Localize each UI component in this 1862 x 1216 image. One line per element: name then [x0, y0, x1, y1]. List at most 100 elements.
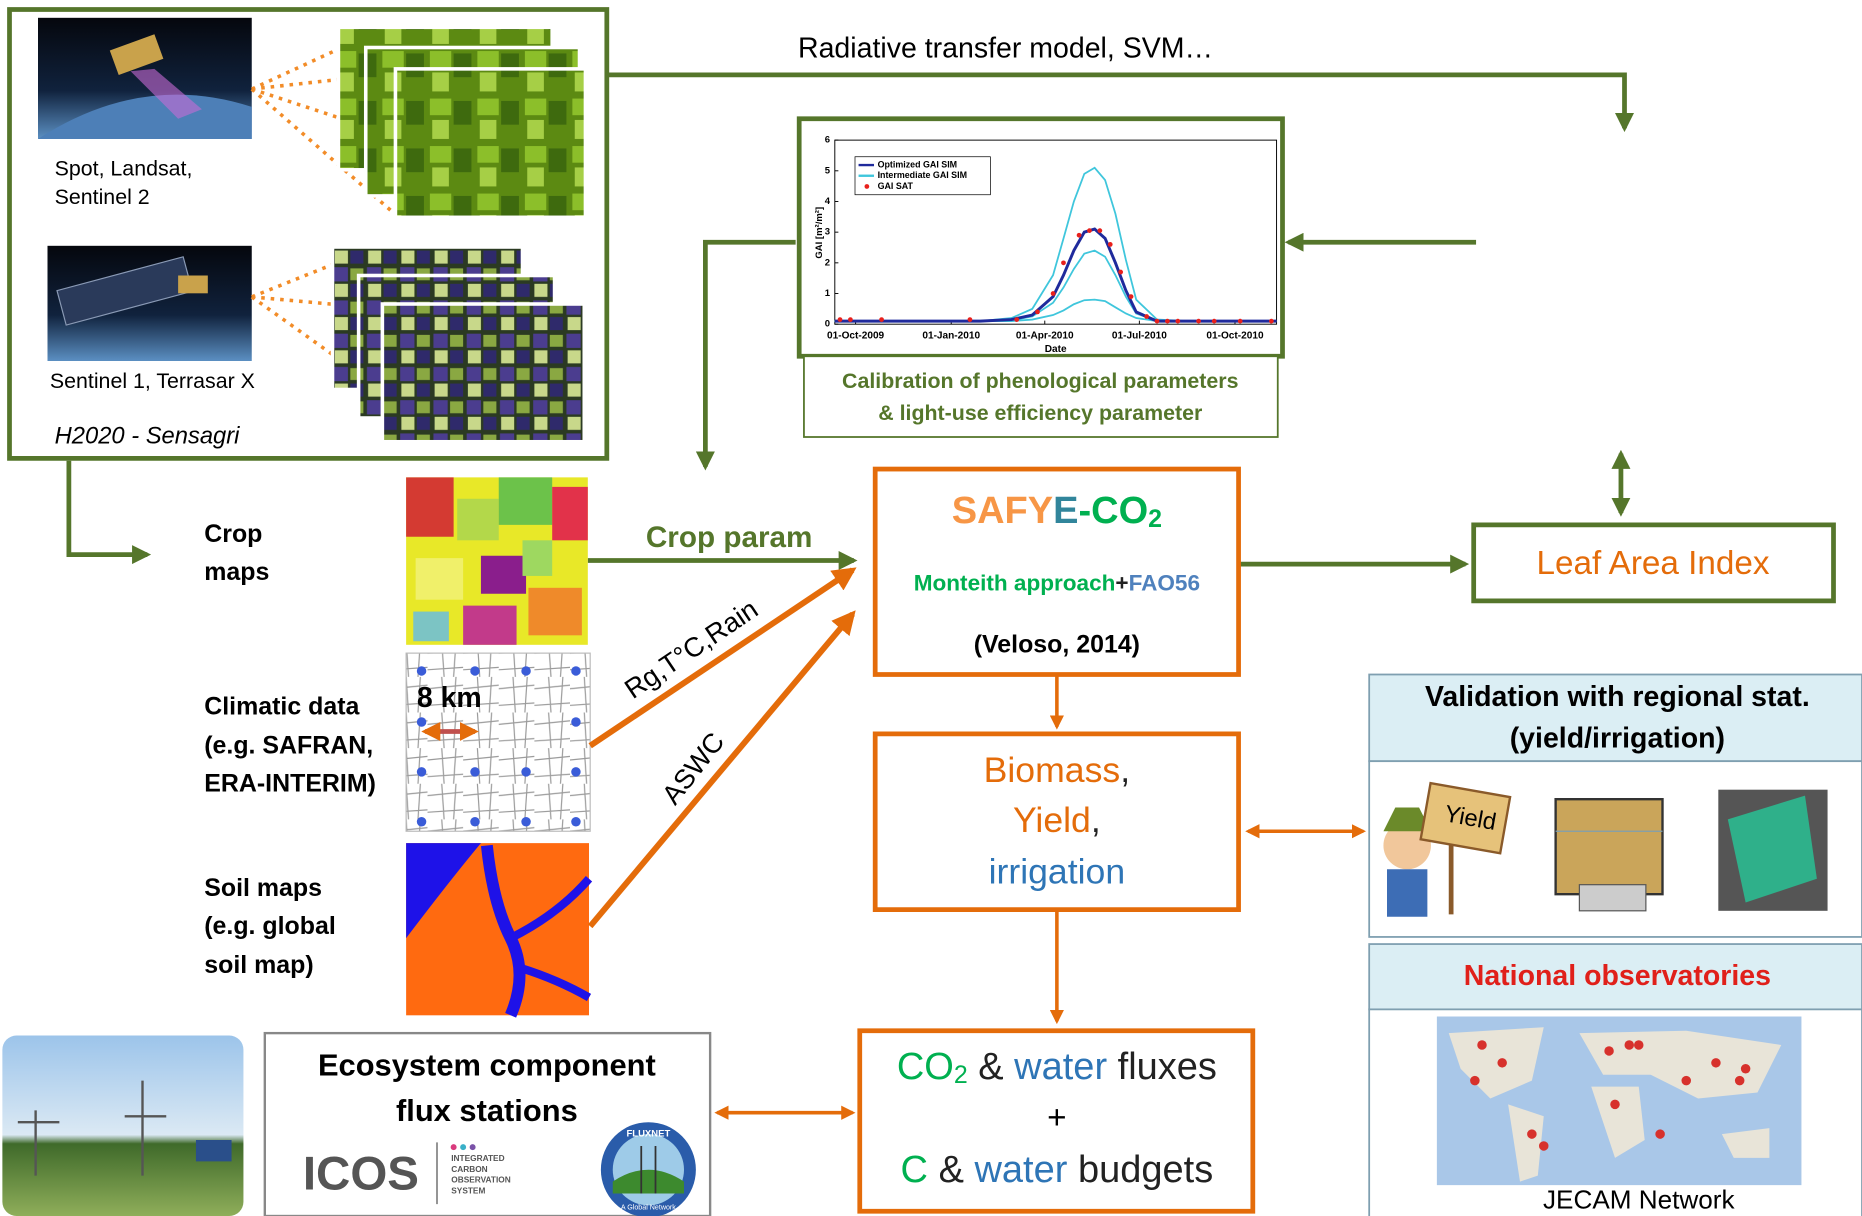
sat-point [1128, 294, 1134, 299]
input-label: (e.g. global [204, 912, 336, 940]
climate-grid-image-part-part [470, 767, 480, 777]
network-label: JECAM Network [1543, 1185, 1735, 1215]
soil-map-image [406, 843, 593, 1018]
icos-subtitle: OBSERVATION [451, 1175, 510, 1185]
soil-map-image-part [508, 876, 593, 1002]
approach-part: + [1115, 570, 1128, 595]
validation-images-part [1727, 795, 1817, 903]
world-map-part-part [1610, 1099, 1620, 1110]
climate-grid-image-part-part [571, 717, 581, 727]
connector-part [588, 567, 857, 749]
model-name: SAFYE-CO2 [952, 490, 1162, 533]
y-tick-label: 5 [825, 165, 831, 176]
output-part: , [1120, 750, 1130, 790]
world-map-part-part [1477, 1040, 1487, 1050]
optimized-curve [834, 227, 1277, 323]
crop-map-image-part [552, 486, 588, 541]
x-axis-label: Date [1045, 344, 1067, 355]
validation-title: (yield/irrigation) [1510, 722, 1725, 754]
sat-point [1268, 318, 1274, 324]
connector [66, 72, 1634, 574]
fluxnet-logo-part [612, 1169, 684, 1194]
climate-grid-image-part-part [521, 767, 531, 777]
field-photo-part [195, 1140, 232, 1162]
flux-part: fluxes [1118, 1046, 1217, 1088]
legend-swatch [864, 184, 870, 189]
legend-label: GAI SAT [878, 181, 914, 191]
fluxes-line: C & water budgets [901, 1149, 1214, 1191]
flux-stations-title: Ecosystem component [318, 1048, 656, 1083]
output-label: irrigation [989, 851, 1126, 891]
icos-logo-mark-part [460, 1144, 467, 1151]
validation-images-part [1383, 821, 1431, 870]
crop-map-image-part [415, 558, 464, 600]
world-map-part-part [1681, 1075, 1691, 1086]
world-map-part-part [1740, 1064, 1751, 1074]
sat-point [1165, 318, 1170, 324]
sat-point [1087, 228, 1092, 233]
input-label: soil map) [204, 951, 313, 979]
input-label: Soil maps [204, 874, 322, 902]
arrow-label: ASWC [655, 726, 730, 810]
climate-grid-image-part-part [416, 717, 427, 727]
output-part: Yield [1013, 800, 1091, 840]
flux-part: water [1013, 1046, 1107, 1088]
caption: & light-use efficiency parameter [878, 401, 1202, 425]
flux-part: C [901, 1149, 928, 1191]
model-name-part: 2 [1148, 505, 1162, 533]
crop-map-image-part [528, 587, 582, 636]
satellite-panel-part [380, 302, 587, 444]
satellite-panel [7, 7, 610, 461]
x-tick-label: 01-Jan-2010 [922, 331, 980, 342]
validation-images-part [1554, 798, 1664, 896]
input-label: ERA-INTERIM) [204, 770, 376, 798]
x-tick-label: 01-Oct-2009 [827, 331, 885, 342]
y-axis-label: GAI [m²/m²] [814, 207, 825, 259]
crop-map-image-part [480, 555, 527, 594]
arrow-label: Crop param [646, 521, 813, 554]
sat-point [1097, 228, 1103, 233]
input-label: Climatic data [204, 692, 360, 720]
fluxnet-logo [600, 1122, 696, 1216]
model-box [872, 466, 1241, 677]
x-tick-label: 01-Apr-2010 [1016, 331, 1074, 342]
legend-label: Optimized GAI SIM [878, 159, 958, 169]
climate-grid-image-part-part [521, 666, 531, 676]
y-tick-label: 0 [825, 319, 830, 330]
sat-point [1035, 309, 1040, 315]
scale-label: 8 km [417, 682, 482, 714]
y-tick-label: 6 [825, 135, 830, 146]
y-tick-label: 1 [825, 288, 831, 299]
world-map-part-part [1655, 1129, 1665, 1139]
flux-part: water [973, 1149, 1067, 1191]
sat-point [848, 317, 853, 322]
validation-header [1368, 673, 1862, 763]
input-label: (e.g. SAFRAN, [204, 732, 373, 760]
climate-grid-image-part-part [521, 817, 531, 827]
crop-map-image-part [413, 611, 449, 642]
climate-grid-image-part-part [416, 666, 427, 676]
world-map-part-part [1497, 1058, 1507, 1068]
climate-grid-image-part-part [416, 767, 427, 777]
lai-box [1471, 522, 1836, 604]
fluxes-plus: + [1047, 1100, 1066, 1137]
project-label: H2020 - Sensagri [55, 422, 241, 449]
satellite-panel-part [393, 67, 588, 220]
sat-point [837, 317, 843, 322]
icos-logo-mark [436, 1142, 476, 1205]
validation-images-part [1578, 884, 1647, 912]
output-label: Biomass, [984, 750, 1130, 790]
x-tick-label: 01-Jul-2010 [1112, 331, 1167, 342]
climate-grid-image-part [405, 652, 591, 832]
input-label: maps [204, 558, 269, 586]
connector-part [695, 239, 796, 471]
y-tick-label: 4 [825, 196, 831, 207]
model-approach: Monteith approach+FAO56 [914, 570, 1200, 595]
validation-images [1383, 781, 1828, 917]
sat-point [1154, 318, 1160, 324]
world-map-part-part [1634, 1040, 1644, 1050]
satellite-panel-part [250, 45, 394, 213]
output-part: Biomass [984, 750, 1121, 790]
model-reference: (Veloso, 2014) [974, 631, 1140, 659]
